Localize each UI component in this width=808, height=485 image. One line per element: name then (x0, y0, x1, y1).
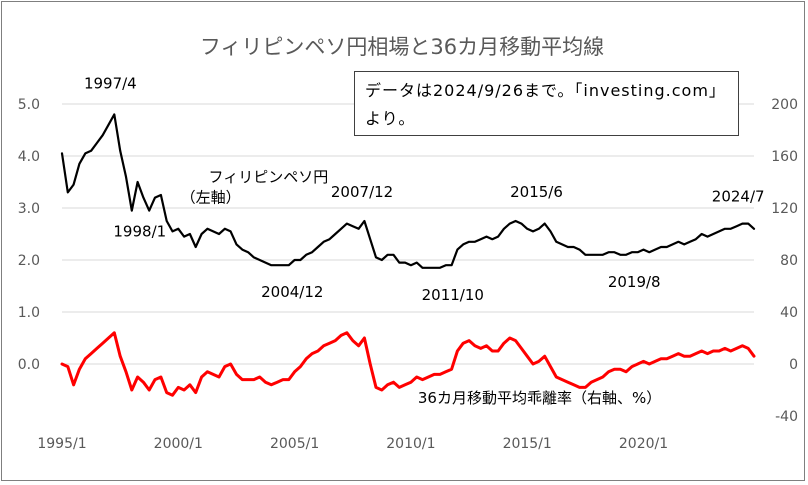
series-label-deviation: 36カ月移動平均乖離率（右軸、%） (418, 389, 661, 407)
y-right-tick-label: 200 (771, 97, 798, 113)
x-tick-label: 2010/1 (386, 436, 435, 452)
x-tick-label: 2000/1 (154, 436, 203, 452)
y-right-tick-label: 160 (771, 149, 798, 165)
x-tick-label: 2005/1 (270, 436, 319, 452)
date-annotation: 2011/10 (422, 286, 484, 304)
date-annotation: 1998/1 (113, 223, 166, 241)
date-annotation: 2024/7 (712, 188, 765, 206)
y-axis-right: -40 0 40 80 120 160 200 (771, 97, 798, 425)
y-right-tick-label: -40 (775, 409, 798, 425)
y-left-tick-label: 2.0 (18, 253, 40, 269)
y-left-tick-label: 3.0 (18, 201, 40, 217)
y-left-tick-label: 4.0 (18, 149, 40, 165)
y-right-tick-label: 120 (771, 201, 798, 217)
y-left-tick-label: 1.0 (18, 305, 40, 321)
y-left-tick-label: 5.0 (18, 97, 40, 113)
date-annotation: 2019/8 (608, 273, 661, 291)
y-right-tick-label: 40 (780, 305, 798, 321)
date-annotation: 1997/4 (84, 74, 137, 92)
x-axis: 1995/1 2000/1 2005/1 2010/1 2015/1 2020/1 (37, 436, 668, 452)
date-annotation: 2015/6 (510, 183, 563, 201)
y-right-tick-label: 80 (780, 253, 798, 269)
y-left-tick-label: 0.0 (18, 357, 40, 373)
date-annotation: 2004/12 (261, 283, 323, 301)
x-tick-label: 1995/1 (37, 436, 86, 452)
y-right-tick-label: 0 (789, 357, 798, 373)
x-tick-label: 2020/1 (619, 436, 668, 452)
series-line-deviation (60, 331, 756, 397)
chart-title: フィリピンペソ円相場と36カ月移動平均線 (200, 35, 604, 59)
series-label-php-jpy: フィリピンペソ円 (209, 168, 329, 186)
annotations: 1997/4 1998/1 2004/12 2007/12 2011/10 2015/6 2… (84, 74, 765, 406)
x-tick-label: 2015/1 (503, 436, 552, 452)
series-group (60, 113, 756, 397)
date-annotation: 2007/12 (331, 183, 393, 201)
series-line-php-jpy (60, 113, 756, 269)
y-axis-left: 0.0 1.0 2.0 3.0 4.0 5.0 (18, 97, 40, 373)
data-source-note: データは2024/9/26まで。「investing.com」より。 (354, 71, 739, 136)
series-label-php-jpy: （左軸） (181, 189, 241, 207)
